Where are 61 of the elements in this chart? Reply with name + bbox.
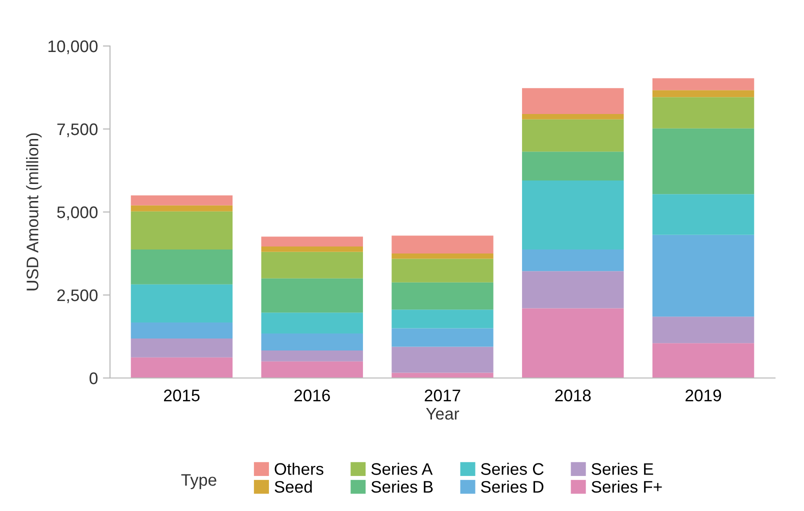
- bar: [392, 282, 494, 310]
- x-tick-label: 2017: [424, 390, 460, 402]
- bar: [130, 211, 233, 250]
- bar: [652, 128, 754, 194]
- x-tick-label: 2015: [164, 390, 200, 402]
- legend-label: Series B: [371, 480, 433, 493]
- y-tick-label: 7,500: [57, 123, 98, 138]
- bar: [130, 195, 233, 206]
- legend-label: Series E: [592, 462, 654, 475]
- bar: [652, 194, 754, 235]
- legend-title: Type: [181, 474, 216, 490]
- x-tick-label: 2019: [686, 390, 722, 402]
- bar: [652, 343, 754, 378]
- y-tick-label: 10,000: [48, 40, 98, 54]
- x-axis-title: Year: [426, 408, 460, 420]
- bar: [522, 88, 624, 114]
- bar: [652, 234, 754, 317]
- bar: [261, 312, 363, 334]
- bar: [392, 310, 494, 328]
- bar: [522, 250, 624, 272]
- bar: [130, 250, 233, 284]
- y-tick-label: 2,500: [57, 289, 98, 304]
- bar: [261, 278, 363, 313]
- bar: [392, 254, 494, 259]
- legend-label: Series A: [371, 462, 433, 475]
- bar: [130, 284, 233, 323]
- bar: [392, 346, 494, 373]
- bar: [261, 350, 363, 362]
- bar: [261, 334, 363, 350]
- bar: [652, 97, 754, 128]
- bar: [392, 236, 494, 254]
- bar: [130, 357, 233, 378]
- bar: [652, 90, 754, 98]
- y-tick-label: 5,000: [57, 206, 98, 220]
- bar: [522, 114, 624, 120]
- bar: [130, 322, 233, 338]
- bar: [522, 119, 624, 152]
- bar: [522, 308, 624, 378]
- bar: [522, 271, 624, 308]
- bar: [261, 236, 363, 247]
- bar: [261, 246, 363, 252]
- legend-label: Seed: [274, 480, 312, 493]
- bar: [130, 205, 233, 212]
- legend-label: Series D: [481, 480, 544, 493]
- bar: [392, 258, 494, 282]
- bar: [261, 252, 363, 278]
- legend-label: Series F+: [592, 480, 662, 493]
- bar: [652, 78, 754, 90]
- bar: [522, 180, 624, 250]
- bar: [652, 316, 754, 344]
- y-tick-label: 0: [90, 372, 98, 384]
- x-tick-label: 2018: [555, 390, 591, 402]
- bar: [392, 372, 494, 378]
- y-axis-title: USD Amount (million): [26, 133, 42, 290]
- legend-label: Series C: [481, 462, 544, 475]
- bar: [392, 328, 494, 347]
- x-tick-label: 2016: [294, 390, 330, 402]
- bar: [261, 361, 363, 378]
- legend-label: Others: [274, 462, 324, 475]
- bar: [522, 152, 624, 180]
- bar: [130, 338, 233, 358]
